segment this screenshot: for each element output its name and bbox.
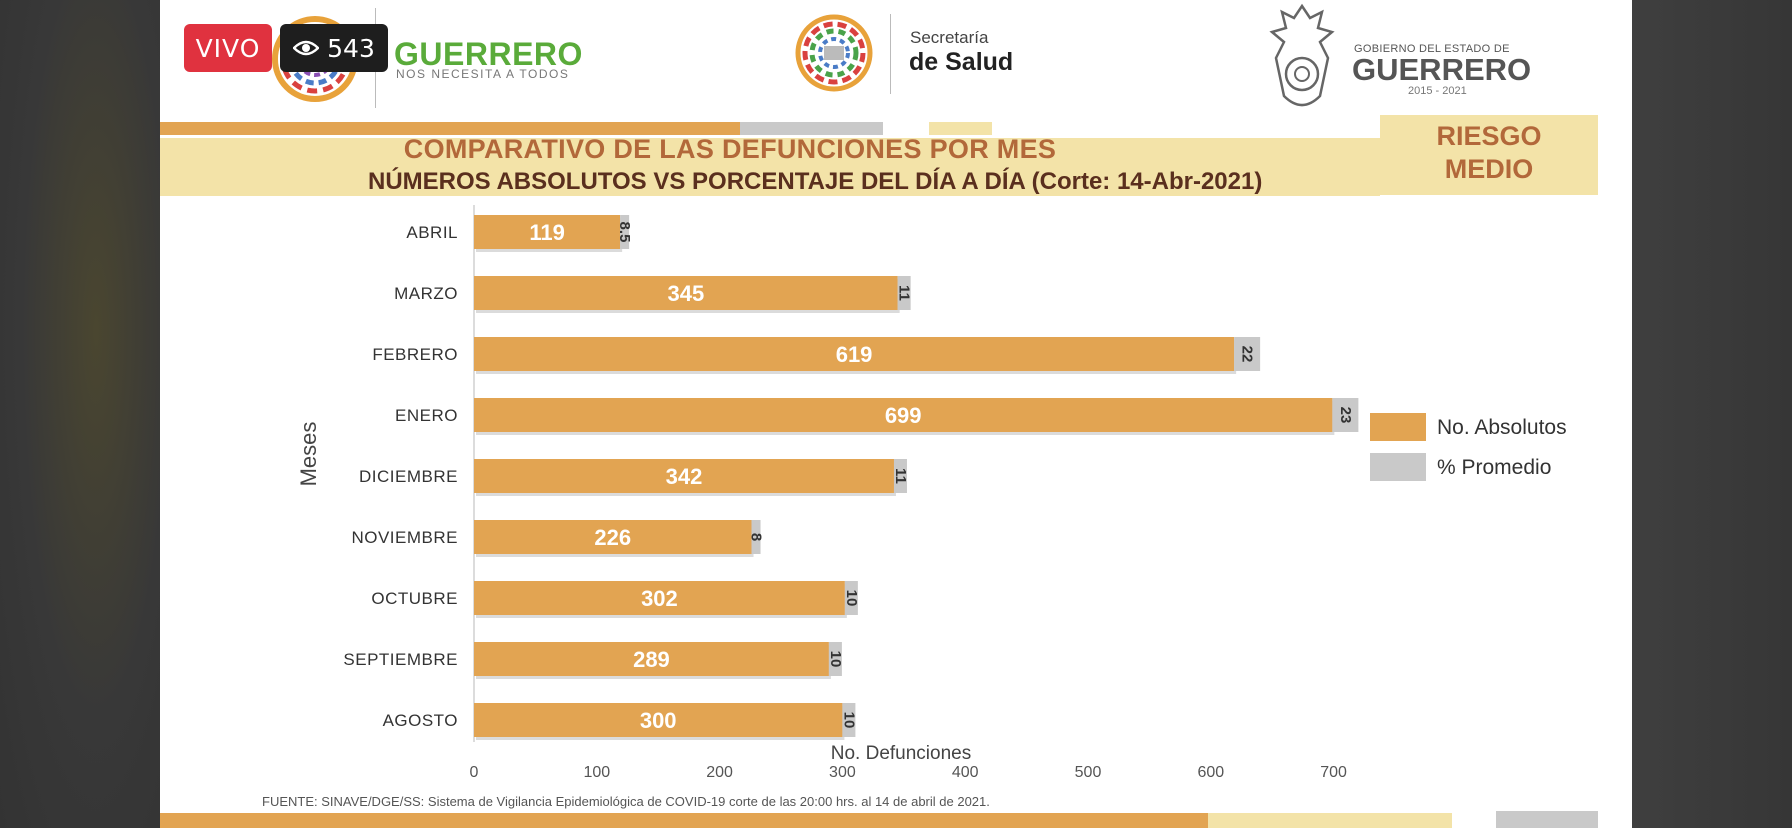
value-label-absolutos: 619 — [836, 342, 873, 367]
legend-swatch — [1370, 453, 1426, 481]
chart-title: COMPARATIVO DE LAS DEFUNCIONES POR MES — [403, 134, 1057, 164]
x-tick-label: 700 — [1320, 764, 1347, 781]
category-label: DICIEMBRE — [359, 467, 458, 486]
bar-absolutos — [474, 581, 845, 615]
bar-absolutos — [474, 703, 843, 737]
salud-label-top: Secretaría — [910, 28, 989, 47]
value-label-promedio: 11 — [896, 285, 913, 301]
viewer-count: 543 — [327, 33, 375, 63]
bar-promedio — [1332, 398, 1359, 432]
gobierno-wordmark: GUERRERO — [1352, 52, 1532, 87]
title-band — [160, 138, 1380, 196]
bar-absolutos — [474, 520, 752, 554]
value-label-absolutos: 302 — [641, 586, 678, 611]
value-label-absolutos: 345 — [667, 281, 704, 306]
value-label-promedio: 10 — [827, 651, 844, 668]
value-label-promedio: 10 — [843, 590, 860, 607]
bar-absolutos — [474, 398, 1333, 432]
risk-line-2: MEDIO — [1444, 154, 1534, 184]
x-axis-label: No. Defunciones — [831, 743, 971, 764]
value-label-promedio: 8.5 — [616, 222, 633, 243]
x-tick-label: 200 — [706, 764, 733, 781]
top-strip-gray — [740, 122, 883, 135]
y-axis-label: Meses — [296, 422, 321, 487]
x-tick-label: 600 — [1197, 764, 1224, 781]
category-label: AGOSTO — [383, 711, 458, 730]
category-label: SEPTIEMBRE — [343, 650, 458, 669]
value-label-promedio: 10 — [840, 712, 857, 729]
value-label-promedio: 8 — [748, 533, 765, 541]
value-label-absolutos: 226 — [594, 525, 631, 550]
value-label-absolutos: 300 — [640, 708, 677, 733]
value-label-absolutos: 342 — [666, 464, 703, 489]
bar-promedio — [842, 703, 856, 737]
x-tick-label: 0 — [470, 764, 479, 781]
bar-absolutos — [474, 337, 1235, 371]
bar-promedio — [751, 520, 761, 554]
bar-promedio — [828, 642, 842, 676]
category-label: NOVIEMBRE — [351, 528, 458, 547]
value-label-promedio: 22 — [1239, 346, 1256, 363]
salud-logo-icon — [795, 14, 873, 92]
bar-promedio — [844, 581, 858, 615]
salud-divider — [890, 14, 891, 94]
bottom-strip-orange — [160, 813, 1208, 828]
category-label: ENERO — [395, 406, 458, 425]
state-shield-icon — [1269, 3, 1335, 107]
bottom-strip-gray — [1496, 811, 1598, 828]
top-strip-yellow — [929, 122, 992, 135]
risk-line-1: RIESGO — [1436, 121, 1542, 151]
live-label: VIVO — [195, 33, 261, 63]
source-note: FUENTE: SINAVE/DGE/SS: Sistema de Vigila… — [262, 794, 990, 809]
value-label-promedio: 11 — [892, 468, 909, 484]
bar-promedio — [897, 276, 911, 310]
legend-label: No. Absolutos — [1437, 416, 1567, 439]
bar-promedio — [620, 215, 630, 249]
bottom-strip-yellow — [1208, 813, 1452, 828]
category-label: FEBRERO — [372, 345, 458, 364]
guerrero-slogan: NOS NECESITA A TODOS — [396, 67, 570, 81]
eye-icon — [293, 40, 320, 56]
background-left — [0, 0, 160, 828]
x-tick-label: 300 — [829, 764, 856, 781]
x-tick-label: 100 — [583, 764, 610, 781]
category-label: OCTUBRE — [371, 589, 458, 608]
value-label-promedio: 23 — [1337, 407, 1354, 424]
risk-level: RIESGO MEDIO — [1380, 120, 1598, 186]
category-label: ABRIL — [406, 223, 458, 242]
background-right — [1632, 0, 1792, 828]
bar-absolutos — [474, 215, 621, 249]
gobierno-years: 2015 - 2021 — [1408, 85, 1467, 97]
legend-swatch — [1370, 413, 1426, 441]
chart-subtitle: NÚMEROS ABSOLUTOS VS PORCENTAJE DEL DÍA … — [368, 168, 1263, 195]
gobierno-label: GOBIERNO DEL ESTADO DE — [1354, 43, 1510, 55]
bar-absolutos — [474, 276, 898, 310]
top-strip-orange — [160, 122, 740, 135]
bar-absolutos — [474, 642, 829, 676]
viewer-count-badge: 543 — [280, 24, 388, 72]
value-label-absolutos: 119 — [529, 220, 565, 245]
live-badge: VIVO — [184, 24, 272, 72]
salud-label-main: de Salud — [909, 48, 1014, 76]
bar-promedio — [1234, 337, 1261, 371]
legend-label: % Promedio — [1437, 456, 1551, 479]
category-label: MARZO — [394, 284, 458, 303]
value-label-absolutos: 699 — [885, 403, 922, 428]
bar-promedio — [893, 459, 907, 493]
x-tick-label: 400 — [952, 764, 979, 781]
value-label-absolutos: 289 — [633, 647, 670, 672]
x-tick-label: 500 — [1075, 764, 1102, 781]
guerrero-wordmark: GUERRERO — [394, 36, 583, 72]
risk-box — [1380, 115, 1598, 195]
bar-absolutos — [474, 459, 894, 493]
